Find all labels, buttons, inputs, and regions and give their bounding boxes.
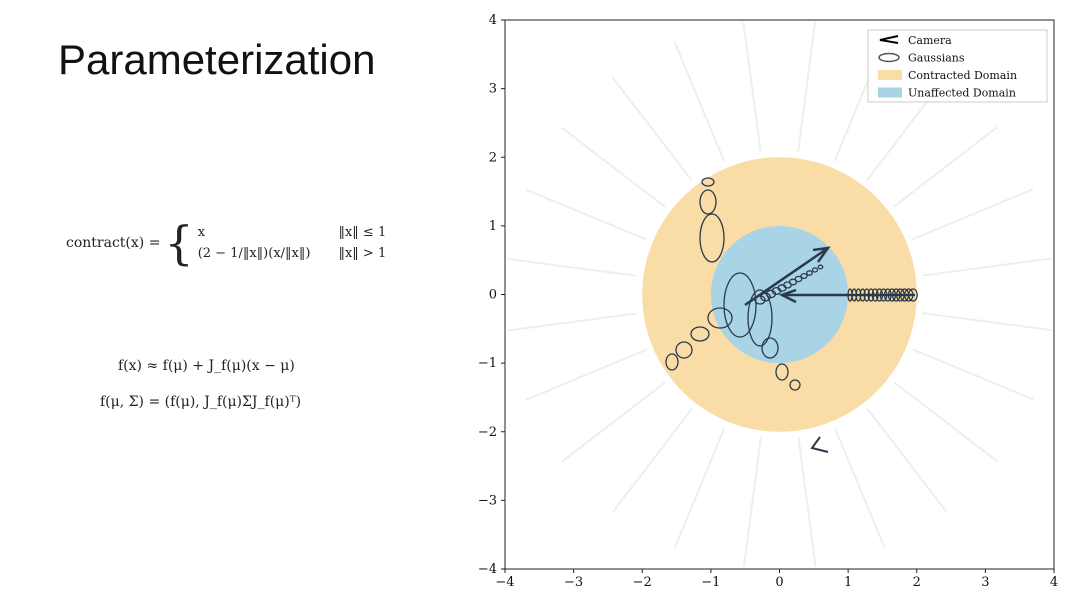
gaussian — [761, 337, 779, 359]
gaussian — [789, 379, 801, 391]
ray — [525, 348, 647, 401]
taylor-equation: f(x) ≈ f(μ) + J_f(μ)(x − μ) — [118, 358, 295, 374]
camera — [778, 288, 915, 304]
ray — [922, 312, 1052, 332]
legend-swatch — [878, 70, 902, 80]
domains — [642, 157, 917, 432]
legend-label: Gaussians — [908, 52, 965, 65]
y-tick-label: −4 — [478, 562, 497, 577]
gaussian — [723, 272, 757, 338]
x-tick-label: 3 — [981, 575, 989, 590]
gaussian — [788, 278, 798, 286]
ray — [507, 312, 637, 332]
gaussian — [794, 275, 803, 283]
ray — [797, 22, 817, 152]
gaussian — [806, 270, 813, 276]
gaussian — [699, 189, 717, 215]
ray — [673, 40, 726, 162]
ray — [525, 188, 647, 241]
contract-equation: contract(x) = { x ‖x‖ ≤ 1 (2 − 1/‖x‖)(x/… — [66, 220, 386, 266]
ray — [893, 126, 998, 208]
gaussian — [800, 272, 808, 280]
axes: −4 −3 −2 −1 0 1 2 3 4 −4 −3 −2 −1 0 1 2 3 4 — [478, 13, 1058, 590]
ray — [611, 408, 693, 514]
ray — [797, 437, 817, 567]
gaussian — [817, 264, 824, 270]
equation-text: ‖x‖ > 1 — [338, 246, 387, 261]
y-tick-label: −1 — [478, 356, 497, 371]
gaussians — [665, 177, 918, 453]
gaussian — [690, 326, 710, 342]
domain-disc — [710, 225, 849, 364]
ray — [560, 126, 666, 208]
x-tick-label: 0 — [775, 575, 783, 590]
x-tick-label: 1 — [844, 575, 852, 590]
y-tick-label: 3 — [489, 82, 497, 97]
ray — [611, 76, 693, 181]
legend: Camera Gaussians Contracted Domain Unaffect… — [867, 29, 1048, 103]
legend-camera — [879, 35, 899, 44]
x-tick-label: 4 — [1050, 575, 1058, 590]
ray — [912, 348, 1034, 401]
y-tick-label: 2 — [489, 150, 497, 165]
background-rays — [507, 22, 1052, 567]
brace: { — [164, 216, 194, 270]
cases: x ‖x‖ ≤ 1 (2 − 1/‖x‖)(x/‖x‖) ‖x‖ > 1 — [198, 225, 387, 261]
y-tick-label: 1 — [489, 219, 497, 234]
equation-text: ‖x‖ ≤ 1 — [338, 225, 387, 240]
gaussian — [675, 341, 693, 359]
legend-label: Contracted Domain — [908, 69, 1017, 82]
ray — [833, 427, 886, 549]
camera — [744, 246, 831, 307]
y-tick-label: −3 — [478, 493, 497, 508]
ray — [561, 381, 666, 463]
equation-text: (2 − 1/‖x‖)(x/‖x‖) — [197, 246, 311, 261]
ray — [893, 381, 999, 463]
ray — [866, 408, 948, 513]
legend-swatch — [878, 87, 902, 98]
gaussian — [707, 307, 733, 329]
x-tick-label: −1 — [701, 575, 720, 590]
y-tick-label: −2 — [478, 425, 497, 440]
y-tick-label: 0 — [489, 288, 497, 303]
gaussian — [699, 213, 725, 263]
y-tick-label: 4 — [489, 13, 497, 28]
gaussian — [775, 363, 789, 381]
equation-text: x — [197, 225, 206, 240]
ray — [742, 22, 762, 152]
x-tick-label: −2 — [633, 575, 652, 590]
legend-gaussian — [878, 52, 900, 63]
equation-text: contract(x) = — [66, 235, 161, 251]
legend-label: Unaffected Domain — [908, 87, 1016, 100]
ray — [912, 188, 1034, 241]
camera — [810, 436, 829, 453]
gaussian — [701, 177, 715, 187]
ray — [507, 257, 637, 277]
ray — [673, 427, 726, 549]
gaussian-equation: f(μ, Σ) = (f(μ), J_f(μ)ΣJ_f(μ)ᵀ) — [100, 394, 302, 410]
slide-title: Parameterization — [58, 36, 376, 83]
gaussian — [811, 267, 819, 273]
ray — [922, 257, 1052, 277]
gaussian — [747, 289, 773, 347]
x-tick-label: 2 — [913, 575, 921, 590]
x-tick-label: −3 — [564, 575, 583, 590]
gaussian — [665, 353, 679, 371]
ray — [742, 437, 762, 567]
x-tick-label: −4 — [495, 575, 514, 590]
legend-label: Camera — [908, 34, 952, 47]
